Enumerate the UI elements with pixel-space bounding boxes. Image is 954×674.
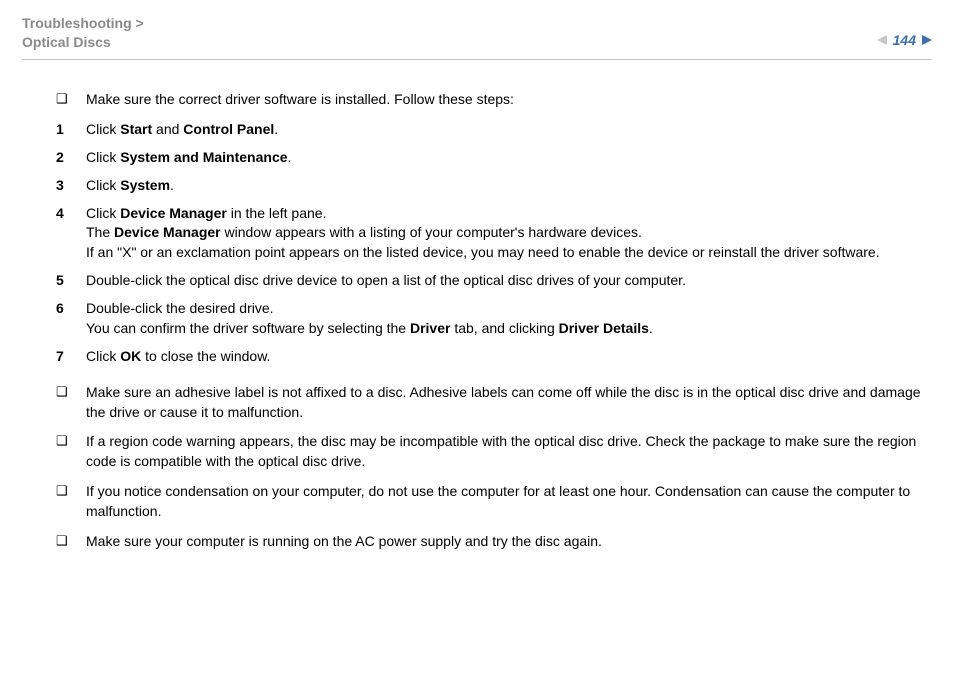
step-row: 4Click Device Manager in the left pane.T…	[56, 204, 930, 264]
step-row: 6Double-click the desired drive. You can …	[56, 299, 930, 339]
intro-bullet-text: Make sure the correct driver software is…	[86, 90, 930, 110]
step-body: Double-click the desired drive. You can c…	[86, 299, 930, 339]
step-line: If an "X" or an exclamation point appear…	[86, 243, 930, 263]
bullet-item: ❑If you notice condensation on your comp…	[56, 482, 930, 522]
step-line: Double-click the desired drive.	[86, 299, 930, 319]
bold-term: Device Manager	[114, 224, 221, 240]
breadcrumb-line-1: Troubleshooting >	[22, 14, 932, 33]
step-line: You can confirm the driver software by s…	[86, 319, 930, 339]
step-line: Click Device Manager in the left pane.	[86, 204, 930, 224]
breadcrumb-line-2: Optical Discs	[22, 33, 932, 52]
step-row: 1Click Start and Control Panel.	[56, 120, 930, 140]
text-fragment: Click	[86, 121, 120, 137]
bold-term: Device Manager	[120, 205, 227, 221]
bold-term: OK	[120, 348, 141, 364]
text-fragment: Click	[86, 205, 120, 221]
text-fragment: You can confirm the driver software by s…	[86, 320, 410, 336]
text-fragment: Click	[86, 348, 120, 364]
text-fragment: Double-click the optical disc drive devi…	[86, 272, 686, 288]
step-row: 3Click System.	[56, 176, 930, 196]
step-number: 1	[56, 120, 86, 140]
text-fragment: to close the window.	[141, 348, 270, 364]
text-fragment: .	[274, 121, 278, 137]
bullet-text: If you notice condensation on your compu…	[86, 482, 930, 522]
steps-list: 1Click Start and Control Panel.2Click Sy…	[56, 120, 930, 367]
breadcrumb: Troubleshooting > Optical Discs	[22, 14, 932, 52]
page-header: Troubleshooting > Optical Discs 144	[22, 14, 932, 60]
text-fragment: and	[152, 121, 183, 137]
page-root: Troubleshooting > Optical Discs 144 ❑ Ma…	[0, 0, 954, 674]
text-fragment: window appears with a listing of your co…	[221, 224, 642, 240]
text-fragment: The	[86, 224, 114, 240]
step-body: Double-click the optical disc drive devi…	[86, 271, 930, 291]
text-fragment: If an "X" or an exclamation point appear…	[86, 244, 880, 260]
bullet-glyph: ❑	[56, 383, 86, 423]
step-body: Click System.	[86, 176, 930, 196]
page-prev-arrow-icon[interactable]	[877, 35, 887, 45]
step-line: The Device Manager window appears with a…	[86, 223, 930, 243]
bullet-text: Make sure an adhesive label is not affix…	[86, 383, 930, 423]
step-body: Click OK to close the window.	[86, 347, 930, 367]
text-fragment: .	[288, 149, 292, 165]
step-number: 4	[56, 204, 86, 264]
bullet-glyph: ❑	[56, 532, 86, 552]
bullet-glyph: ❑	[56, 90, 86, 110]
text-fragment: tab, and clicking	[450, 320, 558, 336]
bold-term: Control Panel	[183, 121, 274, 137]
bullet-glyph: ❑	[56, 432, 86, 472]
bullet-item: ❑Make sure your computer is running on t…	[56, 532, 930, 552]
trailing-bullets: ❑Make sure an adhesive label is not affi…	[56, 383, 930, 552]
step-number: 7	[56, 347, 86, 367]
intro-bullet: ❑ Make sure the correct driver software …	[56, 90, 930, 110]
bold-term: Driver	[410, 320, 450, 336]
bold-term: System	[120, 177, 170, 193]
bold-term: System and Maintenance	[120, 149, 287, 165]
text-fragment: in the left pane.	[227, 205, 327, 221]
step-row: 5Double-click the optical disc drive dev…	[56, 271, 930, 291]
step-body: Click Start and Control Panel.	[86, 120, 930, 140]
step-row: 7Click OK to close the window.	[56, 347, 930, 367]
step-number: 3	[56, 176, 86, 196]
page-next-arrow-icon[interactable]	[922, 35, 932, 45]
bullet-text: Make sure your computer is running on th…	[86, 532, 930, 552]
bullet-item: ❑If a region code warning appears, the d…	[56, 432, 930, 472]
text-fragment: Click	[86, 177, 120, 193]
step-number: 5	[56, 271, 86, 291]
text-fragment: Click	[86, 149, 120, 165]
step-body: Click System and Maintenance.	[86, 148, 930, 168]
step-body: Click Device Manager in the left pane.Th…	[86, 204, 930, 264]
bold-term: Driver Details	[559, 320, 649, 336]
text-fragment: Double-click the desired drive.	[86, 300, 274, 316]
page-number: 144	[877, 32, 932, 48]
step-number: 2	[56, 148, 86, 168]
page-number-value: 144	[893, 32, 916, 48]
bullet-glyph: ❑	[56, 482, 86, 522]
bullet-item: ❑Make sure an adhesive label is not affi…	[56, 383, 930, 423]
page-content: ❑ Make sure the correct driver software …	[22, 60, 932, 552]
step-number: 6	[56, 299, 86, 339]
text-fragment: .	[170, 177, 174, 193]
bold-term: Start	[120, 121, 152, 137]
bullet-text: If a region code warning appears, the di…	[86, 432, 930, 472]
text-fragment: .	[649, 320, 653, 336]
step-row: 2Click System and Maintenance.	[56, 148, 930, 168]
